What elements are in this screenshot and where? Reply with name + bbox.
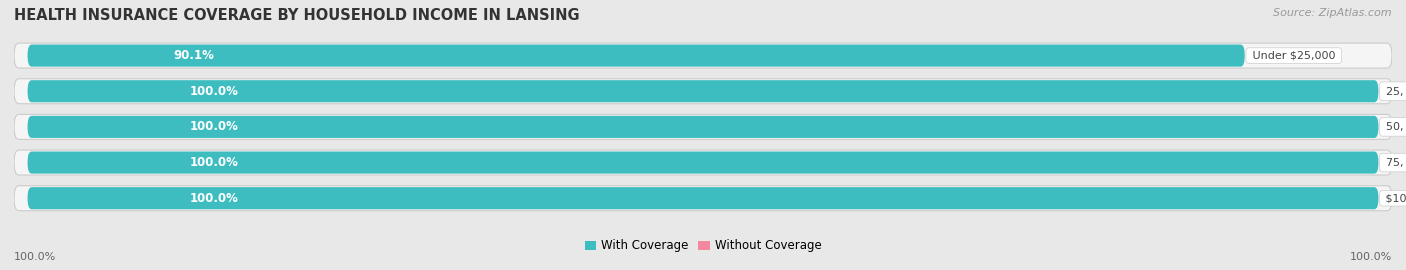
Text: 100.0%: 100.0%	[190, 85, 239, 98]
Text: 90.1%: 90.1%	[173, 49, 215, 62]
Text: HEALTH INSURANCE COVERAGE BY HOUSEHOLD INCOME IN LANSING: HEALTH INSURANCE COVERAGE BY HOUSEHOLD I…	[14, 8, 579, 23]
Text: 100.0%: 100.0%	[14, 252, 56, 262]
Text: 100.0%: 100.0%	[1350, 252, 1392, 262]
Text: $50,000 to $74,999: $50,000 to $74,999	[1382, 120, 1406, 133]
Legend: With Coverage, Without Coverage: With Coverage, Without Coverage	[579, 235, 827, 257]
Text: 100.0%: 100.0%	[190, 120, 239, 133]
FancyBboxPatch shape	[14, 186, 1392, 211]
FancyBboxPatch shape	[28, 116, 1378, 138]
FancyBboxPatch shape	[14, 43, 1392, 68]
Text: 100.0%: 100.0%	[190, 156, 239, 169]
FancyBboxPatch shape	[1405, 46, 1406, 65]
FancyBboxPatch shape	[28, 151, 1378, 174]
FancyBboxPatch shape	[14, 79, 1392, 104]
Text: $75,000 to $99,999: $75,000 to $99,999	[1382, 156, 1406, 169]
Text: Source: ZipAtlas.com: Source: ZipAtlas.com	[1274, 8, 1392, 18]
FancyBboxPatch shape	[14, 150, 1392, 175]
Text: $100,000 and over: $100,000 and over	[1382, 193, 1406, 203]
FancyBboxPatch shape	[28, 187, 1378, 209]
FancyBboxPatch shape	[14, 114, 1392, 139]
FancyBboxPatch shape	[28, 45, 1244, 67]
Text: $25,000 to $49,999: $25,000 to $49,999	[1382, 85, 1406, 98]
Text: 100.0%: 100.0%	[190, 192, 239, 205]
FancyBboxPatch shape	[28, 80, 1378, 102]
Text: Under $25,000: Under $25,000	[1249, 50, 1339, 60]
